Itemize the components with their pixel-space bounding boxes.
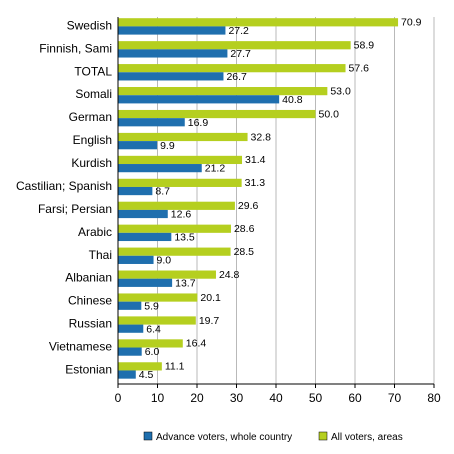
- x-tick-label: 60: [348, 391, 362, 405]
- legend-swatch-advance: [143, 431, 153, 441]
- value-label-all: 20.1: [200, 292, 221, 304]
- value-label-all: 31.3: [245, 177, 266, 189]
- x-tick-label: 70: [388, 391, 402, 405]
- bar-all-voters: [118, 247, 231, 256]
- value-label-all: 28.5: [234, 246, 255, 258]
- value-label-advance: 27.2: [228, 25, 249, 37]
- value-label-advance: 4.5: [139, 369, 154, 381]
- bar-advance-voters: [118, 186, 153, 196]
- bar-advance-voters: [118, 278, 173, 287]
- bar-advance-voters: [118, 118, 185, 127]
- bar-all-voters: [118, 270, 216, 279]
- value-label-all: 32.8: [251, 131, 272, 143]
- bar-all-voters: [118, 64, 346, 73]
- bar-advance-voters: [118, 232, 172, 242]
- bar-all-voters: [118, 362, 162, 371]
- category-label: Thai: [89, 248, 112, 262]
- x-axis: 0 10 20 30 40 50 60 70 80: [115, 17, 441, 405]
- value-label-advance: 5.9: [144, 300, 159, 312]
- value-label-all: 28.6: [234, 223, 255, 235]
- category-label: Somali: [75, 87, 112, 101]
- value-label-all: 11.1: [165, 361, 185, 373]
- value-label-advance: 9.9: [160, 140, 175, 152]
- bar-all-voters: [118, 18, 399, 27]
- category-label: Swedish: [67, 18, 112, 32]
- value-label-all: 57.6: [349, 62, 370, 74]
- value-labels: 70.9 27.2 58.9 27.7 57.6 26.7 53.0 40.8 50.0 16.9…: [139, 17, 422, 382]
- bar-all-voters: [118, 316, 196, 325]
- value-label-all: 50.0: [319, 108, 340, 120]
- value-label-advance: 21.2: [205, 163, 226, 175]
- value-label-all: 70.9: [401, 17, 422, 29]
- x-tick-label: 50: [309, 391, 323, 405]
- bar-advance-voters: [118, 72, 224, 81]
- bar-all-voters: [118, 87, 328, 96]
- category-label: German: [69, 110, 112, 124]
- bar-all-voters: [118, 155, 243, 165]
- category-label: Arabic: [78, 225, 112, 239]
- x-tick-label: 0: [115, 391, 122, 405]
- value-label-advance: 13.7: [175, 277, 196, 289]
- bar-advance-voters: [118, 370, 136, 379]
- bars: [118, 18, 399, 379]
- category-label: Kurdish: [71, 156, 112, 170]
- bar-advance-voters: [118, 324, 144, 333]
- bar-advance-voters: [118, 26, 226, 35]
- category-label: Albanian: [65, 271, 112, 285]
- bar-all-voters: [118, 132, 248, 142]
- bar-advance-voters: [118, 95, 280, 104]
- bar-all-voters: [118, 178, 242, 187]
- value-label-all: 29.6: [238, 200, 259, 212]
- value-label-advance: 26.7: [226, 71, 247, 83]
- bar-all-voters: [118, 224, 231, 233]
- legend-label-all: All voters, areas: [331, 432, 403, 443]
- value-label-all: 16.4: [186, 338, 207, 350]
- legend: Advance voters, whole country All voters…: [143, 431, 403, 443]
- value-label-advance: 13.5: [174, 232, 195, 244]
- category-label: TOTAL: [74, 64, 112, 78]
- value-label-all: 24.8: [219, 269, 240, 281]
- bar-all-voters: [118, 109, 316, 119]
- category-label: Chinese: [68, 294, 112, 308]
- bar-advance-voters: [118, 347, 142, 356]
- value-label-all: 58.9: [354, 40, 375, 52]
- value-label-all: 31.4: [245, 154, 266, 166]
- bar-all-voters: [118, 201, 235, 210]
- category-label: Vietnamese: [49, 340, 112, 354]
- category-label: Farsi; Persian: [38, 202, 112, 216]
- value-label-advance: 8.7: [155, 186, 170, 198]
- category-label: English: [73, 133, 112, 147]
- bar-advance-voters: [118, 141, 158, 150]
- value-label-advance: 6.4: [146, 323, 161, 335]
- value-label-advance: 16.9: [188, 117, 209, 129]
- bar-advance-voters: [118, 255, 154, 264]
- category-label: Finnish, Sami: [39, 41, 112, 55]
- bar-all-voters: [118, 339, 183, 348]
- x-tick-label: 30: [230, 391, 244, 405]
- category-label: Estonian: [65, 362, 112, 376]
- category-labels: Swedish Finnish, Sami TOTAL Somali German Eng…: [16, 18, 112, 376]
- category-label: Castilian; Spanish: [16, 179, 112, 193]
- x-tick-label: 20: [190, 391, 204, 405]
- value-label-advance: 27.7: [230, 48, 251, 60]
- legend-label-advance: Advance voters, whole country: [156, 432, 292, 443]
- bar-advance-voters: [118, 49, 228, 58]
- legend-swatch-all: [318, 431, 328, 441]
- value-label-advance: 40.8: [282, 94, 303, 106]
- category-label: Russian: [69, 317, 112, 331]
- bar-advance-voters: [118, 209, 168, 219]
- bar-all-voters: [118, 293, 198, 302]
- value-label-all: 53.0: [330, 85, 351, 97]
- x-tick-label: 40: [269, 391, 283, 405]
- bar-all-voters: [118, 41, 351, 50]
- bar-advance-voters: [118, 164, 202, 173]
- value-label-advance: 12.6: [171, 209, 192, 221]
- value-label-advance: 6.0: [145, 346, 160, 358]
- x-tick-label: 80: [427, 391, 441, 405]
- x-tick-label: 10: [151, 391, 165, 405]
- bar-advance-voters: [118, 301, 142, 310]
- value-label-all: 19.7: [199, 315, 220, 327]
- value-label-advance: 9.0: [157, 254, 172, 266]
